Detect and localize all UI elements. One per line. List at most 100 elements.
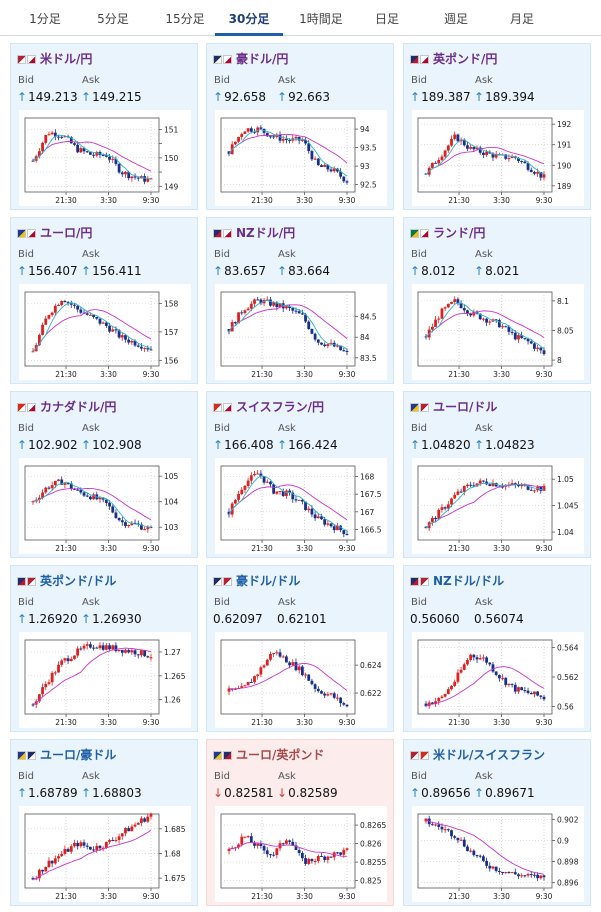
mini-candlestick-chart[interactable]: 1.05 1.045 1.04 21:30 3:30 9:30 <box>412 458 584 554</box>
ma-slow-line <box>32 488 152 521</box>
currency-pair-link[interactable]: NZドル/ドル <box>433 574 505 588</box>
y-tick-label: 189 <box>557 182 572 191</box>
tab-6[interactable]: 週足 <box>443 12 468 26</box>
currency-pair-link[interactable]: カナダドル/円 <box>40 400 117 414</box>
candle-body <box>53 480 57 486</box>
currency-pair-link[interactable]: ユーロ/豪ドル <box>40 748 117 762</box>
rate-card[interactable]: 米ドル/円 Bid Ask ↑149.213 ↑149.215 151 150 149 21:3… <box>10 43 198 210</box>
candle-body <box>294 662 298 671</box>
mini-candlestick-chart[interactable]: 0.624 0.622 21:30 3:30 9:30 <box>215 632 387 728</box>
rate-card[interactable]: NZドル/ドル Bid Ask 0.56060 0.56074 0.564 0.562 0.5… <box>403 565 591 732</box>
candle-body <box>456 491 460 495</box>
ma-slow-line <box>228 842 348 857</box>
currency-pair-link[interactable]: ユーロ/英ポンド <box>236 748 325 762</box>
rate-card[interactable]: ランド/円 Bid Ask ↑8.012 ↑8.021 8.1 8.05 8 21:30 3:30… <box>403 217 591 384</box>
ask-number: 189.394 <box>485 90 535 104</box>
plot-frame <box>24 639 160 715</box>
plot-frame <box>220 465 356 541</box>
rate-card[interactable]: NZドル/円 Bid Ask ↑83.657 ↑83.664 84.5 84 83.5 21:3… <box>206 217 394 384</box>
mini-candlestick-chart[interactable]: 105 104 103 21:30 3:30 9:30 <box>19 458 191 554</box>
arrow-up-icon: ↑ <box>277 90 288 104</box>
currency-pair-link[interactable]: NZドル/円 <box>236 226 296 240</box>
candle-body <box>278 490 282 492</box>
mini-candlestick-chart[interactable]: 0.564 0.562 0.56 21:30 3:30 9:30 <box>412 632 584 728</box>
rate-card[interactable]: ユーロ/円 Bid Ask ↑156.407 ↑156.411 158 157 156 21:3… <box>10 217 198 384</box>
y-tick-label: 94 <box>360 125 370 134</box>
mini-candlestick-chart[interactable]: 151 150 149 21:30 3:30 9:30 <box>19 110 191 206</box>
candle-body <box>339 345 343 351</box>
currency-pair-link[interactable]: 豪ドル/ドル <box>236 574 301 588</box>
candle-body <box>469 313 473 316</box>
flag-icon <box>213 227 232 239</box>
card-header: ユーロ/豪ドル <box>17 746 116 764</box>
mini-candlestick-chart[interactable]: 84.5 84 83.5 21:30 3:30 9:30 <box>215 284 387 380</box>
mini-candlestick-chart[interactable]: 1.685 1.68 1.675 21:30 3:30 9:30 <box>19 806 191 902</box>
rate-card[interactable]: 豪ドル/ドル Bid Ask 0.62097 0.62101 0.624 0.622 21:3… <box>206 565 394 732</box>
currency-pair-link[interactable]: 英ポンド/ドル <box>40 574 117 588</box>
rate-card[interactable]: スイスフラン/円 Bid Ask ↑166.408 ↑166.424 168 167.5 16… <box>206 391 394 558</box>
candle-body <box>127 339 131 343</box>
candle-body <box>76 305 80 310</box>
candle-body <box>85 495 89 497</box>
x-tick-label: 21:30 <box>55 196 77 205</box>
currency-pair-link[interactable]: 豪ドル/円 <box>236 52 289 66</box>
ask-value: ↑92.663 <box>277 90 330 104</box>
rate-card[interactable]: カナダドル/円 Bid Ask ↑102.902 ↑102.908 105 104 103 21… <box>10 391 198 558</box>
tab-4[interactable]: 1時間足 <box>299 12 343 26</box>
y-tick-label: 0.624 <box>360 661 382 670</box>
rate-card[interactable]: ユーロ/英ポンド Bid Ask ↓0.82581 ↓0.82589 0.8265 0.82… <box>206 739 394 906</box>
mini-candlestick-chart[interactable]: 158 157 156 21:30 3:30 9:30 <box>19 284 191 380</box>
currency-pair-link[interactable]: スイスフラン/円 <box>236 400 325 414</box>
currency-pair-link[interactable]: ユーロ/円 <box>40 226 93 240</box>
candle-body <box>149 527 153 529</box>
currency-pair-link[interactable]: ユーロ/ドル <box>433 400 498 414</box>
rate-card[interactable]: 豪ドル/円 Bid Ask ↑92.658 ↑92.663 94 93.5 93 92.5 21:… <box>206 43 394 210</box>
mini-candlestick-chart[interactable]: 1.27 1.265 1.26 21:30 3:30 9:30 <box>19 632 191 728</box>
eu-flag-icon <box>17 228 26 238</box>
mini-candlestick-chart[interactable]: 168 167.5 167 166.5 21:30 3:30 9:30 <box>215 458 387 554</box>
currency-pair-link[interactable]: 米ドル/スイスフラン <box>433 748 546 762</box>
candle-body <box>536 874 540 879</box>
arrow-up-icon: ↑ <box>410 90 421 104</box>
mini-candlestick-chart[interactable]: 8.1 8.05 8 21:30 3:30 9:30 <box>412 284 584 380</box>
rate-card[interactable]: ユーロ/豪ドル Bid Ask ↑1.68789 ↑1.68803 1.685 1.68 1.… <box>10 739 198 906</box>
plot-frame <box>417 117 553 193</box>
bid-label: Bid <box>411 75 427 86</box>
candle-body <box>329 693 333 695</box>
rate-card[interactable]: 英ポンド/ドル Bid Ask ↑1.26920 ↑1.26930 1.27 1.265 1.… <box>10 565 198 732</box>
tab-2[interactable]: 15分足 <box>165 12 205 26</box>
ma-slow-line <box>425 666 545 707</box>
tab-1[interactable]: 5分足 <box>97 12 129 26</box>
candle-body <box>466 310 469 314</box>
candle-body <box>136 177 140 179</box>
candle-body <box>92 647 95 649</box>
candle-body <box>53 858 57 864</box>
y-tick-label: 0.8265 <box>360 821 386 830</box>
candle-body <box>440 507 444 510</box>
candle-body <box>320 165 323 167</box>
tab-0[interactable]: 1分足 <box>29 12 61 26</box>
mini-candlestick-chart[interactable]: 0.902 0.9 0.898 0.896 21:30 3:30 9:30 <box>412 806 584 902</box>
tab-3[interactable]: 30分足 <box>215 0 283 36</box>
rate-card[interactable]: ユーロ/ドル Bid Ask ↑1.04820 ↑1.04823 1.05 1.045 1.0… <box>403 391 591 558</box>
bid-value: ↑166.408 <box>213 438 274 452</box>
tab-5[interactable]: 日足 <box>374 12 399 26</box>
tab-7[interactable]: 月足 <box>509 12 534 26</box>
rate-card[interactable]: 米ドル/スイスフラン Bid Ask ↑0.89656 ↑0.89671 0.902 0.9… <box>403 739 591 906</box>
mini-candlestick-chart[interactable]: 0.8265 0.826 0.8255 0.825 21:30 3:30 9:30 <box>215 806 387 902</box>
x-tick-label: 9:30 <box>143 544 160 553</box>
candle-body <box>510 483 514 485</box>
currency-pair-link[interactable]: ランド/円 <box>433 226 486 240</box>
mini-candlestick-chart[interactable]: 192 191 190 189 21:30 3:30 9:30 <box>412 110 584 206</box>
bid-value: ↑1.04820 <box>410 438 471 452</box>
candle-body <box>89 314 92 316</box>
rate-card[interactable]: 英ポンド/円 Bid Ask ↑189.387 ↑189.394 192 191 190 189… <box>403 43 591 210</box>
candle-body <box>497 154 501 156</box>
y-tick-label: 192 <box>557 120 572 129</box>
currency-pair-link[interactable]: 英ポンド/円 <box>433 52 498 66</box>
candle-body <box>453 299 457 303</box>
candle-body <box>342 530 346 535</box>
candle-body <box>526 874 530 876</box>
mini-candlestick-chart[interactable]: 94 93.5 93 92.5 21:30 3:30 9:30 <box>215 110 387 206</box>
currency-pair-link[interactable]: 米ドル/円 <box>40 52 93 66</box>
